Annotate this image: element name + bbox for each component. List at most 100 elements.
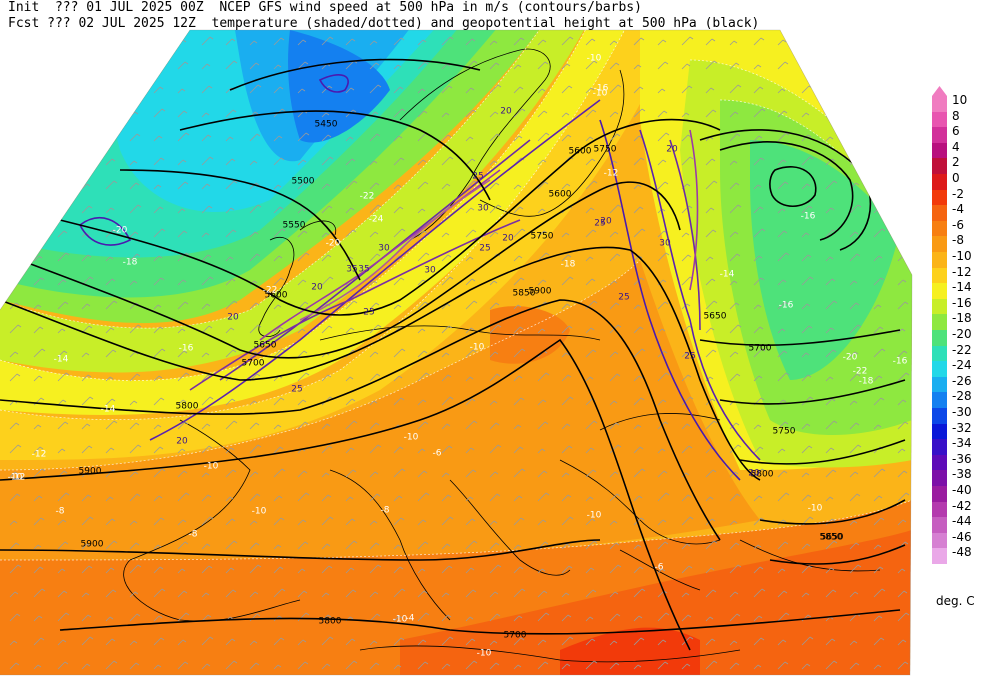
- wind-barb: [321, 183, 331, 190]
- wind-barb: [57, 279, 67, 286]
- wind-barb: [225, 540, 238, 550]
- wind-barb: [369, 662, 380, 670]
- wind-barb: [105, 349, 117, 358]
- wind-barb: [105, 38, 116, 46]
- wind-barb: [729, 373, 741, 382]
- wind-barb: [369, 253, 381, 262]
- wind-barb: [273, 86, 284, 94]
- wind-barb: [897, 470, 908, 478]
- wind-barb: [561, 276, 574, 286]
- wind-barb: [825, 300, 838, 310]
- wind-barb: [561, 543, 571, 550]
- wind-barb: [417, 301, 429, 310]
- wind-barb: [489, 520, 498, 526]
- wind-barb: [729, 613, 741, 622]
- wind-barb: [249, 444, 262, 454]
- wind-barb: [585, 158, 596, 166]
- wind-barb: [9, 493, 21, 502]
- wind-barb: [849, 520, 858, 526]
- temperature-label: -10: [8, 473, 23, 483]
- wind-barb: [321, 636, 334, 646]
- wind-barb: [489, 422, 500, 430]
- wind-barb: [873, 184, 882, 190]
- wind-barb: [273, 157, 285, 166]
- wind-barb: [105, 109, 117, 118]
- wind-barb: [897, 448, 906, 454]
- wind-barb: [321, 423, 331, 430]
- wind-barb: [729, 231, 739, 238]
- wind-barb: [57, 39, 67, 46]
- wind-barb: [153, 108, 166, 118]
- wind-barb: [105, 540, 118, 550]
- wind-barb: [201, 254, 212, 262]
- wind-barb: [657, 39, 667, 46]
- wind-barb: [513, 495, 523, 502]
- wind-barb: [729, 564, 742, 574]
- wind-barb: [561, 134, 572, 142]
- wind-barb: [417, 421, 429, 430]
- wind-barb: [825, 256, 834, 262]
- wind-barb: [633, 304, 642, 310]
- wind-barb: [681, 303, 691, 310]
- wind-barb: [513, 468, 526, 478]
- wind-barb: [609, 253, 621, 262]
- wind-barb: [561, 516, 574, 526]
- wind-barb: [777, 328, 786, 334]
- wind-barb: [537, 448, 546, 454]
- legend-swatch: [932, 548, 947, 564]
- wind-barb: [153, 517, 165, 526]
- wind-barb: [369, 351, 379, 358]
- wind-barb: [585, 638, 596, 646]
- wind-barb: [657, 252, 670, 262]
- wind-barb: [609, 542, 620, 550]
- wind-barb: [153, 588, 166, 598]
- legend-swatch: [932, 298, 947, 315]
- wind-barb: [825, 447, 835, 454]
- temperature-label: -12: [32, 450, 47, 460]
- wind-barb: [201, 423, 211, 430]
- wind-barb: [513, 424, 522, 430]
- wind-barb: [297, 132, 310, 142]
- wind-barb: [705, 496, 714, 502]
- wind-barb: [225, 518, 236, 526]
- wind-label: 20: [600, 217, 612, 227]
- wind-barb: [753, 468, 766, 478]
- wind-barb: [513, 326, 524, 334]
- wind-barb: [441, 636, 454, 646]
- wind-barb: [513, 184, 522, 190]
- wind-barb: [33, 108, 46, 118]
- wind-barb: [897, 328, 906, 334]
- wind-barb: [705, 278, 716, 286]
- wind-barb: [105, 256, 114, 262]
- wind-barb: [441, 85, 453, 94]
- wind-barb: [321, 374, 332, 382]
- wind-barb: [33, 64, 42, 70]
- height-label: 5650: [821, 533, 844, 543]
- wind-barb: [417, 159, 427, 166]
- wind-barb: [297, 208, 306, 214]
- wind-barb: [753, 517, 765, 526]
- wind-barb: [369, 444, 382, 454]
- wind-barb: [57, 350, 68, 358]
- height-label: 5900: [529, 287, 552, 297]
- wind-barb: [705, 256, 714, 262]
- wind-barb: [681, 85, 693, 94]
- wind-barb: [177, 279, 187, 286]
- wind-barb: [825, 469, 837, 478]
- wind-barb: [465, 158, 476, 166]
- wind-barb: [9, 40, 18, 46]
- wind-barb: [153, 397, 165, 406]
- wind-barb: [9, 84, 22, 94]
- wind-barb: [273, 228, 286, 238]
- wind-barb: [321, 592, 330, 598]
- wind-barb: [57, 110, 68, 118]
- wind-barb: [681, 352, 690, 358]
- wind-barb: [273, 206, 284, 214]
- wind-barb: [417, 399, 427, 406]
- wind-barb: [321, 36, 334, 46]
- height-label: 5650: [704, 312, 727, 322]
- wind-barb: [201, 472, 210, 478]
- wind-barb: [345, 518, 356, 526]
- wind-barb: [57, 639, 67, 646]
